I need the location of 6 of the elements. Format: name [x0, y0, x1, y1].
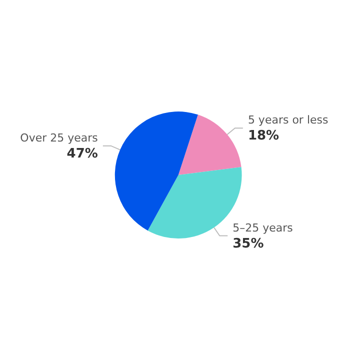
slice-label: 5–25 years [232, 221, 294, 234]
data-label: 47% [66, 146, 98, 162]
data-label: 35% [232, 236, 264, 252]
data-label: 18% [248, 128, 280, 144]
slice-label: Over 25 years [20, 131, 98, 144]
slice-label: 5 years or less [248, 114, 329, 127]
